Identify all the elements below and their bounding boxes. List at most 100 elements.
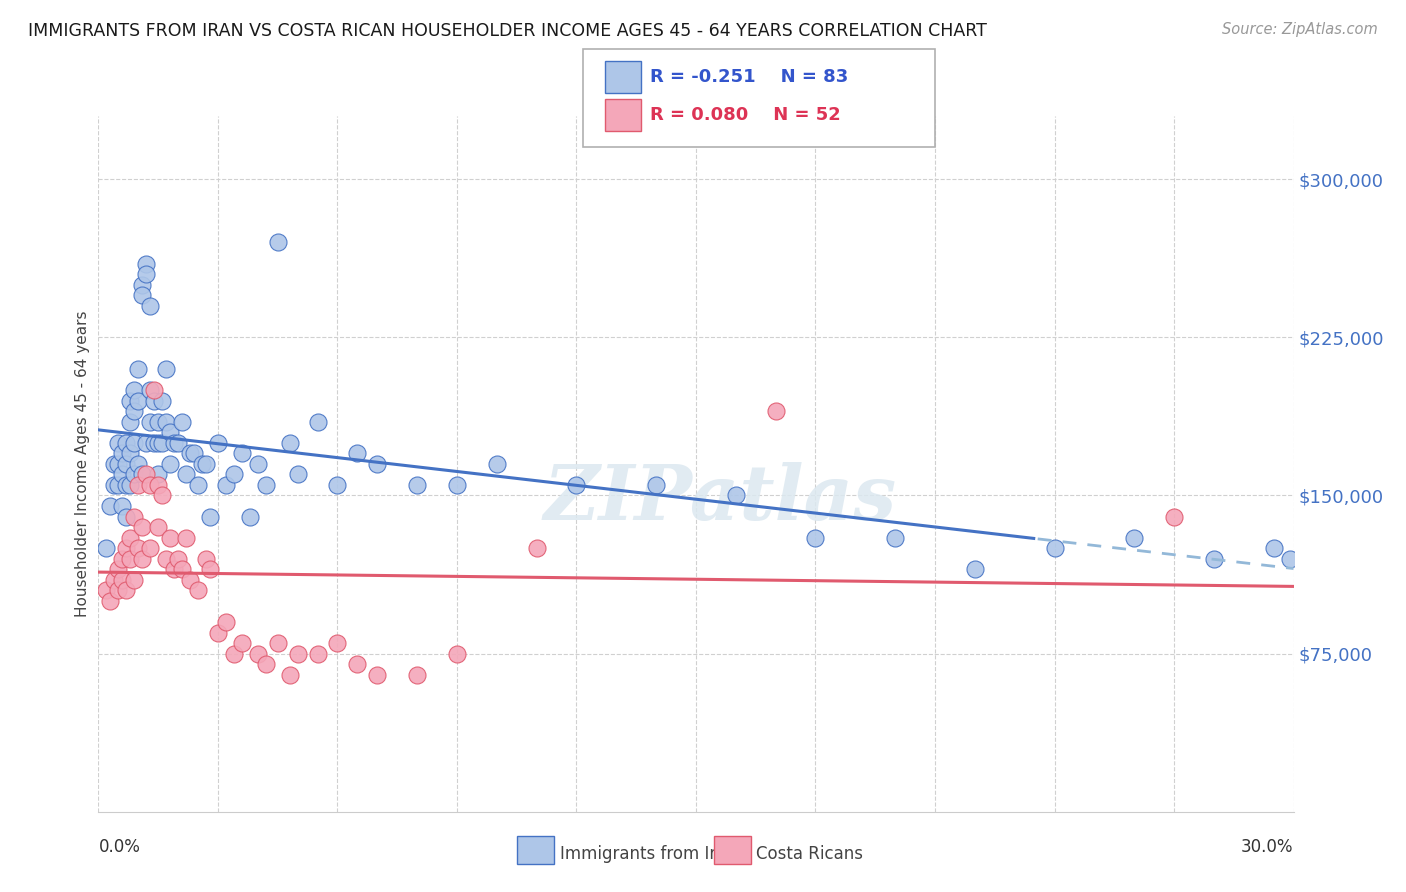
Point	[198, 509, 221, 524]
Point	[287, 647, 309, 661]
Point	[222, 467, 245, 482]
Point	[267, 235, 290, 250]
Point	[124, 404, 146, 418]
Point	[191, 457, 214, 471]
Point	[148, 435, 170, 450]
Point	[107, 583, 129, 598]
Point	[222, 647, 245, 661]
Point	[163, 435, 186, 450]
Point	[139, 383, 162, 397]
Point	[107, 478, 129, 492]
Text: 0.0%: 0.0%	[98, 838, 141, 856]
Point	[150, 393, 173, 408]
Point	[1278, 551, 1301, 566]
Point	[120, 478, 142, 492]
Point	[127, 541, 149, 556]
Point	[127, 457, 149, 471]
Text: IMMIGRANTS FROM IRAN VS COSTA RICAN HOUSEHOLDER INCOME AGES 45 - 64 YEARS CORREL: IMMIGRANTS FROM IRAN VS COSTA RICAN HOUS…	[28, 22, 987, 40]
Point	[143, 383, 166, 397]
Point	[195, 457, 218, 471]
Point	[111, 467, 134, 482]
Point	[124, 383, 146, 397]
Point	[1202, 551, 1225, 566]
Point	[239, 509, 262, 524]
Point	[135, 467, 157, 482]
Point	[307, 415, 329, 429]
Point	[120, 551, 142, 566]
Point	[254, 657, 277, 672]
Point	[278, 435, 301, 450]
Point	[127, 393, 149, 408]
Point	[179, 573, 201, 587]
Point	[198, 562, 221, 576]
Point	[155, 551, 177, 566]
Point	[115, 478, 138, 492]
Y-axis label: Householder Income Ages 45 - 64 years: Householder Income Ages 45 - 64 years	[75, 310, 90, 617]
Point	[1123, 531, 1146, 545]
Point	[485, 457, 508, 471]
Point	[366, 667, 388, 681]
Point	[765, 404, 787, 418]
Point	[131, 520, 153, 534]
Point	[174, 467, 197, 482]
Point	[155, 362, 177, 376]
Point	[148, 520, 170, 534]
Point	[207, 435, 229, 450]
Point	[231, 636, 253, 650]
Text: R = 0.080    N = 52: R = 0.080 N = 52	[650, 106, 841, 124]
Point	[326, 636, 349, 650]
Point	[963, 562, 986, 576]
Point	[884, 531, 907, 545]
Point	[1263, 541, 1285, 556]
Point	[406, 478, 429, 492]
Point	[174, 531, 197, 545]
Point	[406, 667, 429, 681]
Point	[148, 467, 170, 482]
Point	[163, 562, 186, 576]
Point	[96, 541, 118, 556]
Point	[346, 657, 368, 672]
Point	[103, 573, 125, 587]
Point	[179, 446, 201, 460]
Point	[135, 435, 157, 450]
Point	[645, 478, 668, 492]
Point	[326, 478, 349, 492]
Point	[159, 457, 181, 471]
Point	[246, 457, 269, 471]
Point	[366, 457, 388, 471]
Point	[172, 415, 194, 429]
Point	[1163, 509, 1185, 524]
Point	[187, 478, 209, 492]
Point	[111, 446, 134, 460]
Point	[195, 551, 218, 566]
Point	[120, 415, 142, 429]
Point	[231, 446, 253, 460]
Point	[150, 488, 173, 502]
Point	[111, 499, 134, 513]
Point	[127, 478, 149, 492]
Point	[124, 509, 146, 524]
Point	[124, 467, 146, 482]
Point	[159, 531, 181, 545]
Point	[183, 446, 205, 460]
Text: ZIPatlas: ZIPatlas	[543, 462, 897, 535]
Point	[307, 647, 329, 661]
Point	[155, 415, 177, 429]
Point	[148, 478, 170, 492]
Point	[120, 531, 142, 545]
Point	[107, 435, 129, 450]
Point	[187, 583, 209, 598]
Point	[131, 551, 153, 566]
Point	[724, 488, 747, 502]
Point	[127, 362, 149, 376]
Point	[159, 425, 181, 440]
Point	[124, 435, 146, 450]
Point	[115, 509, 138, 524]
Point	[115, 435, 138, 450]
Point	[100, 594, 122, 608]
Point	[124, 573, 146, 587]
Point	[1043, 541, 1066, 556]
Text: Immigrants from Iran: Immigrants from Iran	[560, 845, 737, 863]
Point	[103, 478, 125, 492]
Text: 30.0%: 30.0%	[1241, 838, 1294, 856]
